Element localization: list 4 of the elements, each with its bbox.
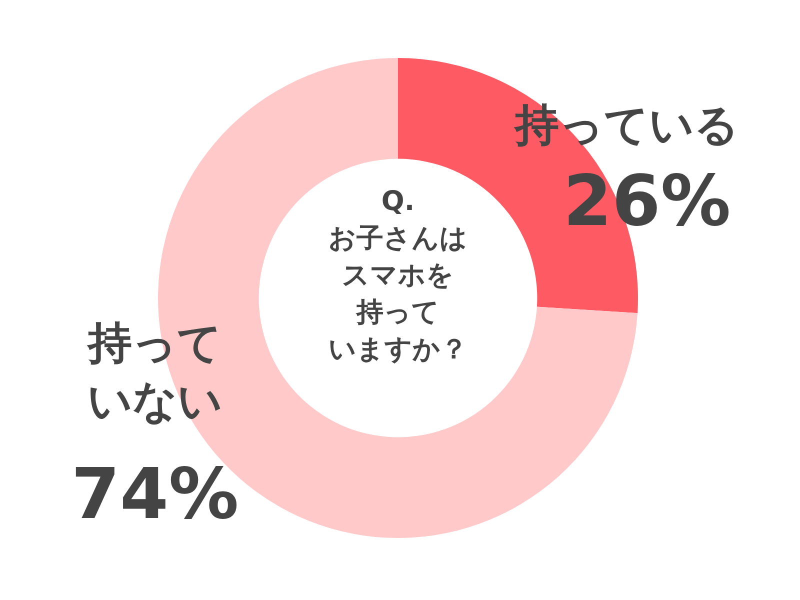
text: Q. お子さんはスマホを持っていますか？ <box>328 186 468 365</box>
slice-label: 持っていない <box>86 318 222 427</box>
slice-label: 持っている <box>513 100 739 151</box>
data-label: 74% <box>71 453 239 535</box>
